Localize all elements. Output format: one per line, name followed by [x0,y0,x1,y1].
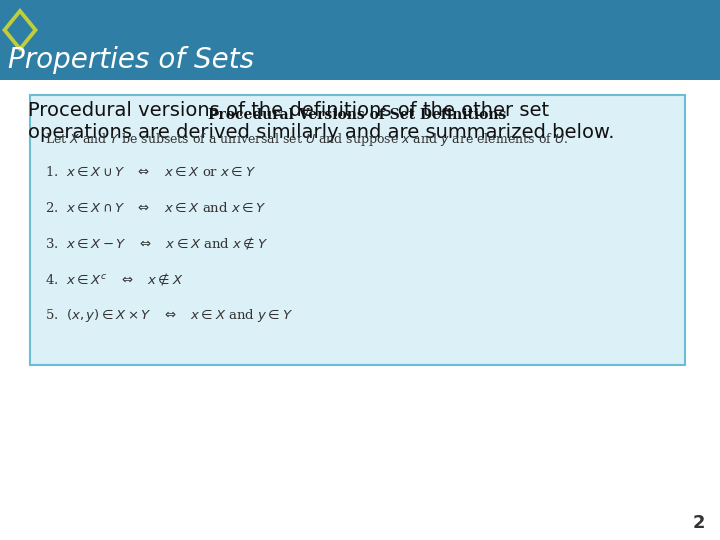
FancyBboxPatch shape [30,95,685,365]
FancyBboxPatch shape [0,0,720,80]
Text: 1.  $x \in X \cup Y$   $\Leftrightarrow$   $x \in X$ or $x \in Y$: 1. $x \in X \cup Y$ $\Leftrightarrow$ $x… [45,165,256,179]
Text: Procedural versions of the definitions of the other set: Procedural versions of the definitions o… [28,100,549,119]
Text: 3.  $x \in X - Y$   $\Leftrightarrow$   $x \in X$ and $x \notin Y$: 3. $x \in X - Y$ $\Leftrightarrow$ $x \i… [45,236,268,252]
Polygon shape [7,14,33,46]
Text: Procedural Versions of Set Definitions: Procedural Versions of Set Definitions [208,108,507,122]
Text: operations are derived similarly and are summarized below.: operations are derived similarly and are… [28,123,614,141]
Text: 4.  $x \in X^c$   $\Leftrightarrow$   $x \notin X$: 4. $x \in X^c$ $\Leftrightarrow$ $x \not… [45,272,184,288]
Text: 5.  $(x, y) \in X \times Y$   $\Leftrightarrow$   $x \in X$ and $y \in Y$: 5. $(x, y) \in X \times Y$ $\Leftrightar… [45,307,293,325]
Text: Properties of Sets: Properties of Sets [8,46,254,74]
Text: 2.  $x \in X \cap Y$   $\Leftrightarrow$   $x \in X$ and $x \in Y$: 2. $x \in X \cap Y$ $\Leftrightarrow$ $x… [45,201,266,215]
Polygon shape [2,8,38,52]
Text: Let $X$ and $Y$ be subsets of a universal set $U$ and suppose $x$ and $y$ are el: Let $X$ and $Y$ be subsets of a universa… [45,132,568,148]
Text: 2: 2 [693,514,705,532]
